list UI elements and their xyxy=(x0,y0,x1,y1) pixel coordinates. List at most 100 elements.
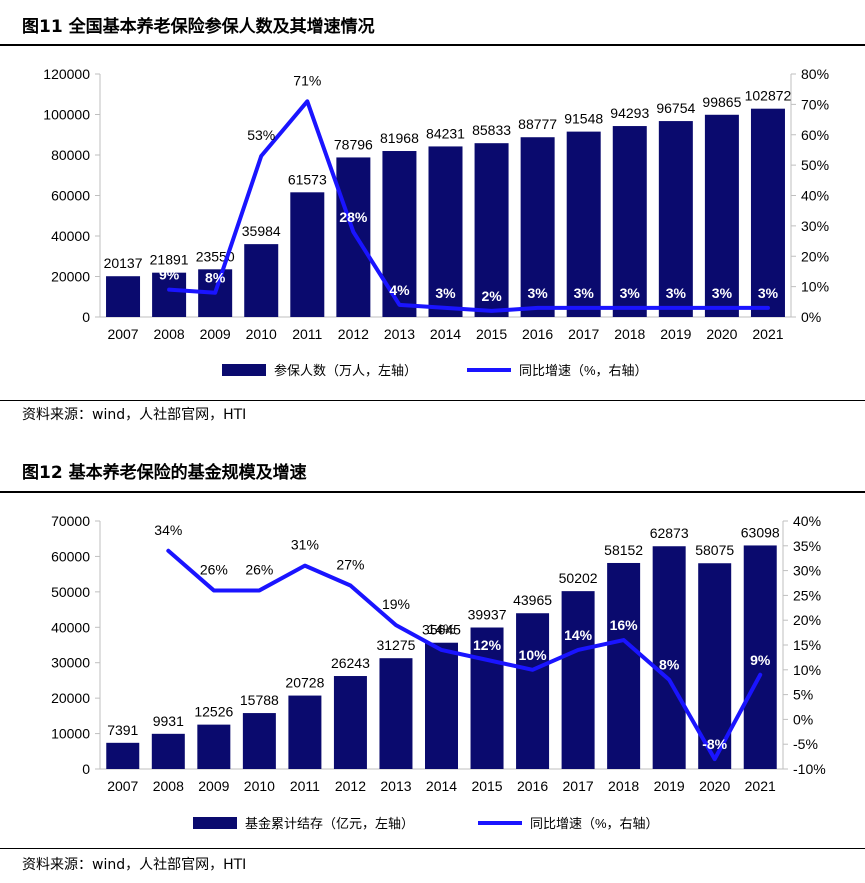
x-tick-label: 2019 xyxy=(660,326,691,342)
y-right-tick-label: 40% xyxy=(793,513,821,529)
y-right-tick-label: 40% xyxy=(801,188,829,204)
bar-value-label: 43965 xyxy=(513,592,552,608)
y-right-tick-label: 10% xyxy=(793,662,821,678)
y-left-tick-label: 50000 xyxy=(51,584,90,600)
y-right-tick-label: 50% xyxy=(801,157,829,173)
x-tick-label: 2014 xyxy=(426,778,457,794)
bar xyxy=(336,157,371,317)
y-left-tick-label: 80000 xyxy=(51,147,90,163)
legend-line-label: 同比增速（%，右轴） xyxy=(530,816,659,831)
line-value-label: 26% xyxy=(200,561,228,577)
legend-bar-label: 参保人数（万人，左轴） xyxy=(274,363,417,378)
line-value-label: 14% xyxy=(564,627,593,643)
figure-11-source: 资料来源：wind，人社部官网，HTI xyxy=(22,407,247,423)
bar-value-label: 84231 xyxy=(426,125,465,141)
bar xyxy=(197,724,231,769)
line-value-label: 71% xyxy=(293,72,321,88)
y-left-tick-label: 60000 xyxy=(51,188,90,204)
bar xyxy=(516,613,550,769)
y-right-tick-label: 20% xyxy=(793,612,821,628)
bar xyxy=(379,658,413,769)
y-left-tick-label: 20000 xyxy=(51,269,90,285)
y-right-tick-label: 80% xyxy=(801,66,829,82)
x-tick-label: 2017 xyxy=(563,778,594,794)
line-value-label: 53% xyxy=(247,127,275,143)
x-tick-label: 2021 xyxy=(752,326,783,342)
x-tick-label: 2010 xyxy=(244,778,275,794)
y-right-tick-label: 0% xyxy=(793,711,813,727)
x-tick-label: 2007 xyxy=(107,326,138,342)
bar-value-label: 15788 xyxy=(240,692,279,708)
bar-value-label: 39937 xyxy=(468,607,507,623)
bar-value-label: 21891 xyxy=(150,252,189,268)
line-value-label: 27% xyxy=(336,556,364,572)
x-tick-label: 2012 xyxy=(335,778,366,794)
bar-value-label: 62873 xyxy=(650,525,689,541)
y-left-tick-label: 40000 xyxy=(51,228,90,244)
bar xyxy=(520,137,555,317)
x-tick-label: 2011 xyxy=(290,778,320,794)
bar xyxy=(561,591,595,769)
x-tick-label: 2009 xyxy=(198,778,229,794)
x-tick-label: 2016 xyxy=(517,778,548,794)
y-left-tick-label: 10000 xyxy=(51,726,90,742)
y-right-tick-label: 5% xyxy=(793,687,813,703)
bar-value-label: 26243 xyxy=(331,655,370,671)
y-left-tick-label: 70000 xyxy=(51,513,90,529)
growth-line xyxy=(167,99,770,313)
line-value-label: 3% xyxy=(758,285,779,301)
y-right-tick-label: 15% xyxy=(793,637,821,653)
y-left-tick-label: 100000 xyxy=(43,107,90,123)
bar-value-label: 20728 xyxy=(285,675,324,691)
bar xyxy=(106,742,140,769)
x-tick-label: 2015 xyxy=(471,778,502,794)
bar-value-label: 20137 xyxy=(104,255,143,271)
x-tick-label: 2016 xyxy=(522,326,553,342)
x-tick-label: 2019 xyxy=(654,778,685,794)
bar xyxy=(704,114,739,317)
bar-value-label: 63098 xyxy=(741,524,780,540)
x-tick-label: 2007 xyxy=(107,778,138,794)
y-right-tick-label: -10% xyxy=(793,761,826,777)
y-right-tick-label: 0% xyxy=(801,309,821,325)
x-tick-label: 2018 xyxy=(608,778,639,794)
x-tick-label: 2020 xyxy=(699,778,730,794)
x-tick-label: 2021 xyxy=(745,778,776,794)
y-right-tick-label: 30% xyxy=(793,563,821,579)
legend-bar-swatch xyxy=(193,817,237,829)
y-right-tick-label: 20% xyxy=(801,248,829,264)
line-value-label: -8% xyxy=(702,736,727,752)
y-right-tick-label: 70% xyxy=(801,96,829,112)
x-tick-label: 2009 xyxy=(200,326,231,342)
x-tick-label: 2010 xyxy=(246,326,277,342)
bar-value-label: 81968 xyxy=(380,130,419,146)
line-value-label: 28% xyxy=(339,209,368,225)
line-value-label: 9% xyxy=(159,267,180,283)
bar-value-label: 7391 xyxy=(107,722,138,738)
bar xyxy=(152,272,187,317)
x-tick-label: 2017 xyxy=(568,326,599,342)
bar-value-label: 88777 xyxy=(518,116,557,132)
bar xyxy=(106,276,141,317)
x-tick-label: 2008 xyxy=(154,326,185,342)
bar-value-label: 91548 xyxy=(564,111,603,127)
bar xyxy=(244,244,279,317)
line-value-label: 10% xyxy=(519,647,548,663)
chart-fund-scale: 0 10000 20000 30000 40000 50000 60000 70000 -10%… xyxy=(51,513,826,831)
figure-11-title: 图11 全国基本养老保险参保人数及其增速情况 xyxy=(22,17,375,37)
x-tick-label: 2013 xyxy=(380,778,411,794)
y-right-tick-label: -5% xyxy=(793,736,818,752)
line-value-label: 26% xyxy=(245,561,273,577)
growth-line xyxy=(166,548,763,762)
bar xyxy=(428,146,463,317)
x-tick-label: 2018 xyxy=(614,326,645,342)
bar-value-label: 50202 xyxy=(559,570,598,586)
bar xyxy=(425,642,458,769)
line-value-label: 3% xyxy=(435,285,456,301)
bar xyxy=(333,676,367,769)
figure-12-top-rule xyxy=(0,491,865,493)
y-right-tick-label: 10% xyxy=(801,279,829,295)
bar-value-label: 35645 xyxy=(422,622,461,638)
bar xyxy=(288,695,322,769)
line-value-label: 3% xyxy=(620,285,641,301)
